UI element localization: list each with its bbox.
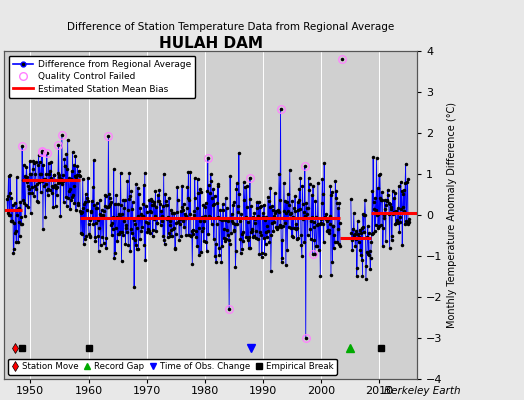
Title: HULAH DAM: HULAH DAM [159,36,263,51]
Y-axis label: Monthly Temperature Anomaly Difference (°C): Monthly Temperature Anomaly Difference (… [447,102,457,328]
Text: Berkeley Earth: Berkeley Earth [385,386,461,396]
Text: Difference of Station Temperature Data from Regional Average: Difference of Station Temperature Data f… [67,22,394,32]
Legend: Station Move, Record Gap, Time of Obs. Change, Empirical Break: Station Move, Record Gap, Time of Obs. C… [8,359,337,374]
